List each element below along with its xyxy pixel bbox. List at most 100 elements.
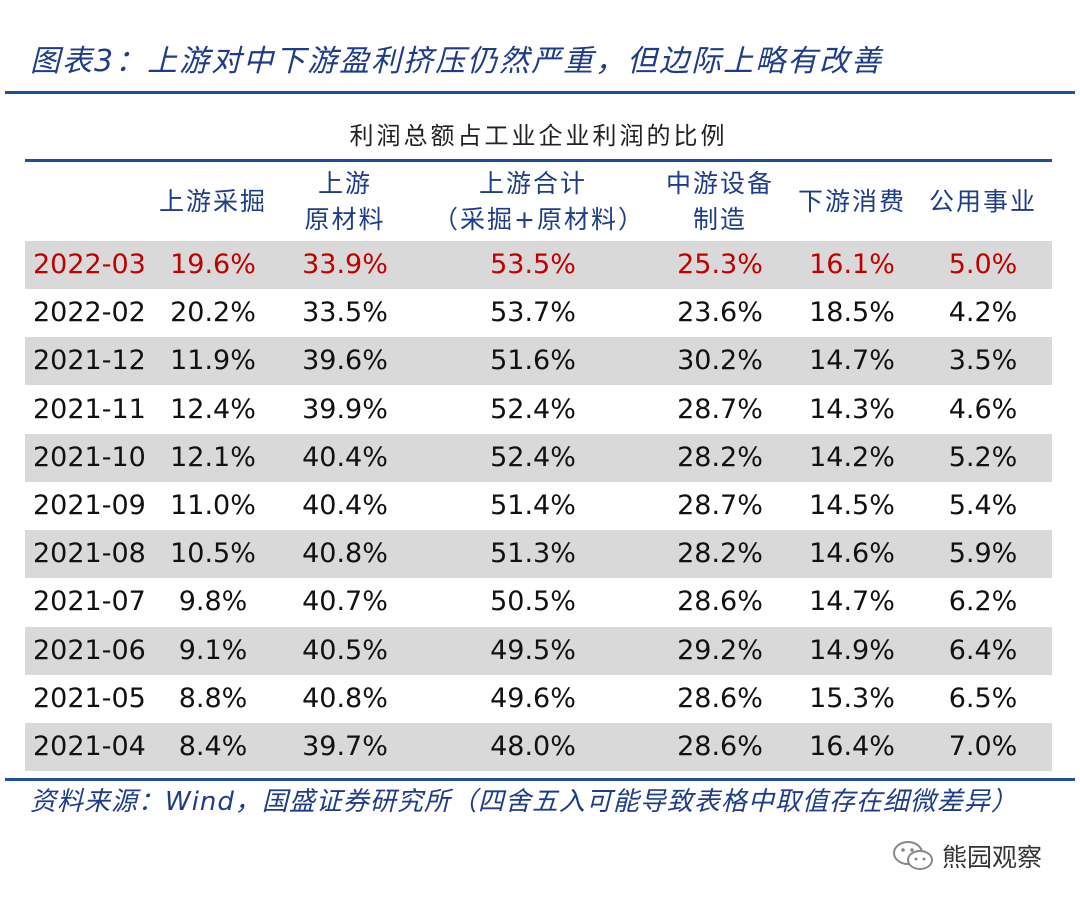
- date-cell: 2021-09: [33, 490, 146, 521]
- rule: [5, 91, 1075, 94]
- table-row: 2021-10 12.1% 40.4% 52.4% 28.2% 14.2% 5.2%: [25, 433, 1052, 482]
- table-row: 2021-08 10.5% 40.8% 51.3% 28.2% 14.6% 5.9%: [25, 530, 1052, 579]
- value-cell: 18.5%: [809, 297, 895, 329]
- value-cell: 33.9%: [302, 249, 388, 280]
- value-cell: 6.2%: [948, 586, 1018, 618]
- header-line: （采掘+原材料）: [433, 205, 645, 234]
- value-cell: 8.4%: [178, 731, 248, 762]
- value-cell: 14.9%: [809, 634, 895, 666]
- value-cell: 28.6%: [677, 682, 763, 714]
- wechat-icon: [893, 841, 933, 870]
- value-cell: 3.5%: [948, 345, 1018, 377]
- value-cell: 4.6%: [948, 393, 1018, 425]
- value-cell: 28.2%: [677, 538, 763, 570]
- value-cell: 8.8%: [178, 682, 248, 714]
- value-cell: 40.8%: [302, 682, 388, 714]
- value-cell: 14.2%: [809, 441, 895, 473]
- value-cell: 51.3%: [490, 538, 576, 570]
- value-cell: 15.3%: [809, 682, 895, 714]
- date-cell: 2021-04: [33, 731, 146, 762]
- value-cell: 5.4%: [948, 490, 1018, 521]
- column-header: 上游采掘: [113, 184, 313, 220]
- value-cell: 51.6%: [490, 345, 576, 377]
- value-cell: 39.9%: [302, 393, 388, 425]
- value-cell: 28.7%: [677, 490, 763, 521]
- column-header: 上游 原材料: [245, 166, 445, 238]
- column-header: 中游设备 制造: [620, 166, 820, 238]
- value-cell: 14.6%: [809, 538, 895, 570]
- value-cell: 14.7%: [809, 586, 895, 618]
- table-row: 2021-04 8.4% 39.7% 48.0% 28.6% 16.4% 7.0%: [25, 723, 1052, 771]
- value-cell: 48.0%: [490, 731, 576, 762]
- value-cell: 5.2%: [948, 441, 1018, 473]
- value-cell: 6.5%: [948, 682, 1018, 714]
- value-cell: 39.6%: [302, 345, 388, 377]
- table-row: 2021-11 12.4% 39.9% 52.4% 28.7% 14.3% 4.6%: [25, 386, 1052, 434]
- value-cell: 30.2%: [677, 345, 763, 377]
- value-cell: 12.4%: [170, 393, 256, 425]
- value-cell: 16.1%: [809, 249, 895, 280]
- table-caption: 利润总额占工业企业利润的比例: [349, 122, 728, 150]
- value-cell: 5.9%: [948, 538, 1018, 570]
- value-cell: 16.4%: [809, 731, 895, 762]
- date-cell: 2021-11: [33, 393, 146, 425]
- table-row: 2021-06 9.1% 40.5% 49.5% 29.2% 14.9% 6.4%: [25, 626, 1052, 675]
- value-cell: 29.2%: [677, 634, 763, 666]
- value-cell: 20.2%: [170, 297, 256, 329]
- value-cell: 40.4%: [302, 490, 388, 521]
- header-line: 中游设备: [665, 169, 774, 198]
- value-cell: 14.7%: [809, 345, 895, 377]
- source-note: 资料来源：Wind，国盛证券研究所（四舍五入可能导致表格中取值存在细微差异）: [30, 787, 1018, 817]
- value-cell: 9.8%: [178, 586, 248, 618]
- value-cell: 53.7%: [490, 297, 576, 329]
- date-cell: 2022-03: [33, 249, 146, 280]
- table-row: 2022-02 20.2% 33.5% 53.7% 23.6% 18.5% 4.2%: [25, 289, 1052, 337]
- value-cell: 49.6%: [490, 682, 576, 714]
- value-cell: 40.8%: [302, 538, 388, 570]
- rule: [5, 778, 1075, 781]
- value-cell: 33.5%: [302, 297, 388, 329]
- value-cell: 5.0%: [948, 249, 1018, 280]
- table-row: 2021-05 8.8% 40.8% 49.6% 28.6% 15.3% 6.5%: [25, 675, 1052, 723]
- value-cell: 11.9%: [170, 345, 256, 377]
- date-cell: 2022-02: [33, 297, 146, 329]
- date-cell: 2021-05: [33, 682, 146, 714]
- header-line: 上游采掘: [158, 187, 267, 216]
- value-cell: 49.5%: [490, 634, 576, 666]
- value-cell: 40.5%: [302, 634, 388, 666]
- date-cell: 2021-06: [33, 634, 146, 666]
- header-line: 下游消费: [797, 187, 906, 216]
- value-cell: 50.5%: [490, 586, 576, 618]
- column-header: 公用事业: [883, 184, 1080, 220]
- value-cell: 4.2%: [948, 297, 1018, 329]
- header-line: 上游合计: [478, 169, 587, 198]
- value-cell: 40.4%: [302, 441, 388, 473]
- date-cell: 2021-12: [33, 345, 146, 377]
- value-cell: 52.4%: [490, 441, 576, 473]
- value-cell: 51.4%: [490, 490, 576, 521]
- date-cell: 2021-07: [33, 586, 146, 618]
- value-cell: 39.7%: [302, 731, 388, 762]
- value-cell: 28.6%: [677, 586, 763, 618]
- value-cell: 6.4%: [948, 634, 1018, 666]
- value-cell: 52.4%: [490, 393, 576, 425]
- header-line: 公用事业: [928, 187, 1037, 216]
- date-cell: 2021-10: [33, 441, 146, 473]
- value-cell: 9.1%: [178, 634, 248, 666]
- value-cell: 10.5%: [170, 538, 256, 570]
- value-cell: 28.6%: [677, 731, 763, 762]
- value-cell: 28.2%: [677, 441, 763, 473]
- value-cell: 14.5%: [809, 490, 895, 521]
- value-cell: 7.0%: [948, 731, 1018, 762]
- value-cell: 11.0%: [170, 490, 256, 521]
- value-cell: 53.5%: [490, 249, 576, 280]
- value-cell: 25.3%: [677, 249, 763, 280]
- table-row: 2021-07 9.8% 40.7% 50.5% 28.6% 14.7% 6.2%: [25, 578, 1052, 626]
- value-cell: 12.1%: [170, 441, 256, 473]
- title: 图表3：上游对中下游盈利挤压仍然严重，但边际上略有改善: [30, 44, 884, 79]
- rule: [25, 159, 1052, 162]
- table-row: 2021-09 11.0% 40.4% 51.4% 28.7% 14.5% 5.4%: [25, 482, 1052, 530]
- value-cell: 19.6%: [170, 249, 256, 280]
- header-line: 原材料: [304, 205, 386, 234]
